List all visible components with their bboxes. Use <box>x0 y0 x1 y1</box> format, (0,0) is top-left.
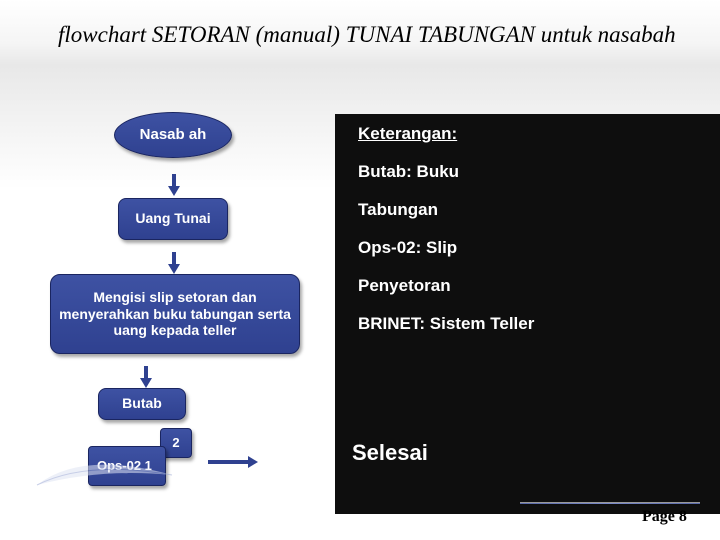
keterangan-line-5: BRINET: Sistem Teller <box>358 314 534 334</box>
node-mengisi-label: Mengisi slip setoran dan menyerahkan buk… <box>59 289 291 339</box>
arrow-4 <box>248 456 258 468</box>
node-butab: Butab <box>98 388 186 420</box>
page-title: flowchart SETORAN (manual) TUNAI TABUNGA… <box>58 22 676 48</box>
arrow-2 <box>168 264 180 274</box>
node-ops02: Ops-02 1 <box>88 446 166 486</box>
keterangan-line-2: Tabungan <box>358 200 438 220</box>
arrow-3 <box>140 378 152 388</box>
node-mengisi: Mengisi slip setoran dan menyerahkan buk… <box>50 274 300 354</box>
node-nasabah-label: Nasab ah <box>140 127 207 144</box>
node-nasabah: Nasab ah <box>114 112 232 158</box>
page-number: Page 8 <box>642 508 687 526</box>
selesai-label: Selesai <box>352 440 428 466</box>
keterangan-line-1: Butab: Buku <box>358 162 459 182</box>
keterangan-line-3: Ops-02: Slip <box>358 238 457 258</box>
keterangan-line-4: Penyetoran <box>358 276 451 296</box>
page-divider <box>520 502 700 504</box>
node-uang-tunai: Uang Tunai <box>118 198 228 240</box>
node-butab-label: Butab <box>122 396 162 411</box>
arrow-1 <box>168 186 180 196</box>
keterangan-heading: Keterangan: <box>358 124 457 144</box>
node-ops02-label: Ops-02 1 <box>97 459 152 473</box>
node-angka2-label: 2 <box>172 436 179 450</box>
node-uang-tunai-label: Uang Tunai <box>135 211 210 226</box>
